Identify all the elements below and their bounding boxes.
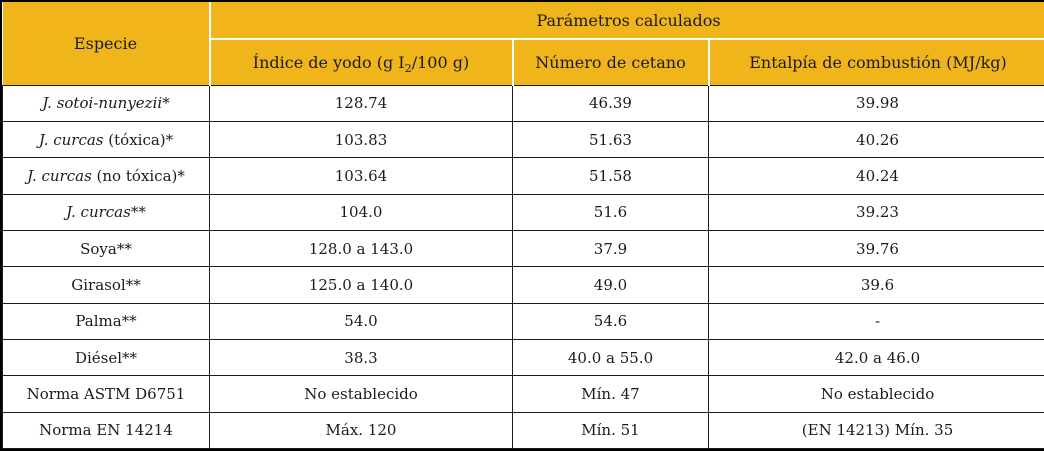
header-cell-iodine: Índice de yodo (g I2/100 g) bbox=[208, 39, 513, 86]
table-row: Girasol** 125.0 a 140.0 49.0 39.6 bbox=[2, 266, 1044, 304]
species-name-suffix: (no tóxica)* bbox=[91, 166, 185, 185]
iodine-value-cell: 54.0 bbox=[209, 302, 513, 340]
species-name-suffix: * bbox=[162, 94, 170, 113]
table-row: Diésel** 38.3 40.0 a 55.0 42.0 a 46.0 bbox=[2, 338, 1044, 377]
species-name-italic: J. curcas bbox=[66, 203, 131, 222]
table-row: J. curcas (tóxica)* 103.83 51.63 40.26 bbox=[2, 120, 1044, 159]
species-cell: Palma** bbox=[2, 302, 210, 340]
enthalpy-value-cell: (EN 14213) Mín. 35 bbox=[707, 411, 1044, 450]
iodine-value-cell: 128.0 a 143.0 bbox=[209, 229, 513, 268]
table-row: Soya** 128.0 a 143.0 37.9 39.76 bbox=[2, 229, 1044, 268]
species-name-italic: J. curcas bbox=[27, 166, 92, 185]
enthalpy-value-cell: 40.24 bbox=[707, 157, 1044, 195]
iodine-value-cell: Máx. 120 bbox=[209, 411, 513, 450]
header-cell-group: Parámetros calculados bbox=[208, 2, 1044, 40]
enthalpy-value-cell: 40.26 bbox=[707, 120, 1044, 159]
cetane-value-cell: 51.58 bbox=[512, 157, 709, 195]
header-cell-enthalpy: Entalpía de combustión (MJ/kg) bbox=[707, 39, 1044, 86]
cetane-value-cell: 51.6 bbox=[512, 193, 709, 231]
species-cell: J. sotoi-nunyezii* bbox=[2, 84, 210, 122]
enthalpy-value-cell: 39.76 bbox=[707, 229, 1044, 268]
iodine-subscript: 2 bbox=[404, 61, 412, 75]
species-name-suffix: Palma** bbox=[75, 312, 137, 331]
enthalpy-value-cell: 39.98 bbox=[707, 84, 1044, 122]
species-name-italic: J. sotoi-nunyezii bbox=[42, 94, 163, 113]
header-row-group: Especie Parámetros calculados bbox=[2, 2, 1044, 86]
table-row: Norma ASTM D6751 No establecido Mín. 47 … bbox=[2, 375, 1044, 413]
iodine-value-cell: 128.74 bbox=[209, 84, 513, 122]
species-name-suffix: (tóxica)* bbox=[103, 130, 174, 149]
header-cell-especie: Especie bbox=[2, 2, 211, 86]
cetane-value-cell: 37.9 bbox=[512, 229, 709, 268]
cetane-value-cell: 54.6 bbox=[512, 302, 709, 340]
table-row: J. sotoi-nunyezii* 128.74 46.39 39.98 bbox=[2, 84, 1044, 122]
cetane-value-cell: 46.39 bbox=[512, 84, 709, 122]
species-cell: J. curcas** bbox=[2, 193, 210, 231]
enthalpy-value-cell: 39.23 bbox=[707, 193, 1044, 231]
cetane-value-cell: Mín. 51 bbox=[512, 411, 709, 450]
species-name-suffix: Norma ASTM D6751 bbox=[26, 384, 186, 403]
table-row: J. curcas** 104.0 51.6 39.23 bbox=[2, 193, 1044, 231]
enthalpy-value-cell: - bbox=[707, 302, 1044, 340]
species-name-italic: J. curcas bbox=[38, 130, 104, 149]
header-row-columns: Índice de yodo (g I2/100 g) Número de ce… bbox=[3, 39, 1044, 86]
species-name-suffix: Soya** bbox=[80, 239, 132, 258]
species-cell: Diésel** bbox=[2, 338, 210, 377]
cetane-value-cell: Mín. 47 bbox=[512, 375, 709, 413]
species-cell: Soya** bbox=[2, 229, 210, 268]
species-cell: J. curcas (no tóxica)* bbox=[2, 157, 210, 195]
iodine-label-prefix: Índice de yodo (g I bbox=[252, 52, 405, 72]
table-row: J. curcas (no tóxica)* 103.64 51.58 40.2… bbox=[2, 157, 1044, 195]
cetane-value-cell: 49.0 bbox=[512, 266, 709, 304]
species-cell: J. curcas (tóxica)* bbox=[2, 120, 210, 159]
iodine-value-cell: No establecido bbox=[209, 375, 513, 413]
cetane-value-cell: 51.63 bbox=[512, 120, 709, 159]
species-cell: Norma EN 14214 bbox=[2, 411, 210, 450]
iodine-label-suffix: /100 g) bbox=[411, 52, 470, 72]
enthalpy-value-cell: 42.0 a 46.0 bbox=[707, 338, 1044, 377]
iodine-value-cell: 103.64 bbox=[209, 157, 513, 195]
species-name-suffix: Girasol** bbox=[71, 275, 141, 294]
table-row: Palma** 54.0 54.6 - bbox=[2, 302, 1044, 340]
iodine-value-cell: 38.3 bbox=[209, 338, 513, 377]
species-name-suffix: Norma EN 14214 bbox=[39, 421, 173, 440]
species-name-suffix: Diésel** bbox=[74, 348, 138, 367]
enthalpy-value-cell: 39.6 bbox=[707, 266, 1044, 304]
species-cell: Norma ASTM D6751 bbox=[2, 375, 210, 413]
iodine-value-cell: 103.83 bbox=[209, 120, 513, 159]
iodine-value-cell: 125.0 a 140.0 bbox=[209, 266, 513, 304]
header-cell-cetane: Número de cetano bbox=[511, 39, 709, 86]
table-row: Norma EN 14214 Máx. 120 Mín. 51 (EN 1421… bbox=[2, 411, 1044, 450]
species-name-suffix: ** bbox=[130, 203, 146, 222]
enthalpy-value-cell: No establecido bbox=[707, 375, 1044, 413]
species-cell: Girasol** bbox=[2, 266, 210, 304]
iodine-value-cell: 104.0 bbox=[209, 193, 513, 231]
cetane-value-cell: 40.0 a 55.0 bbox=[512, 338, 709, 377]
